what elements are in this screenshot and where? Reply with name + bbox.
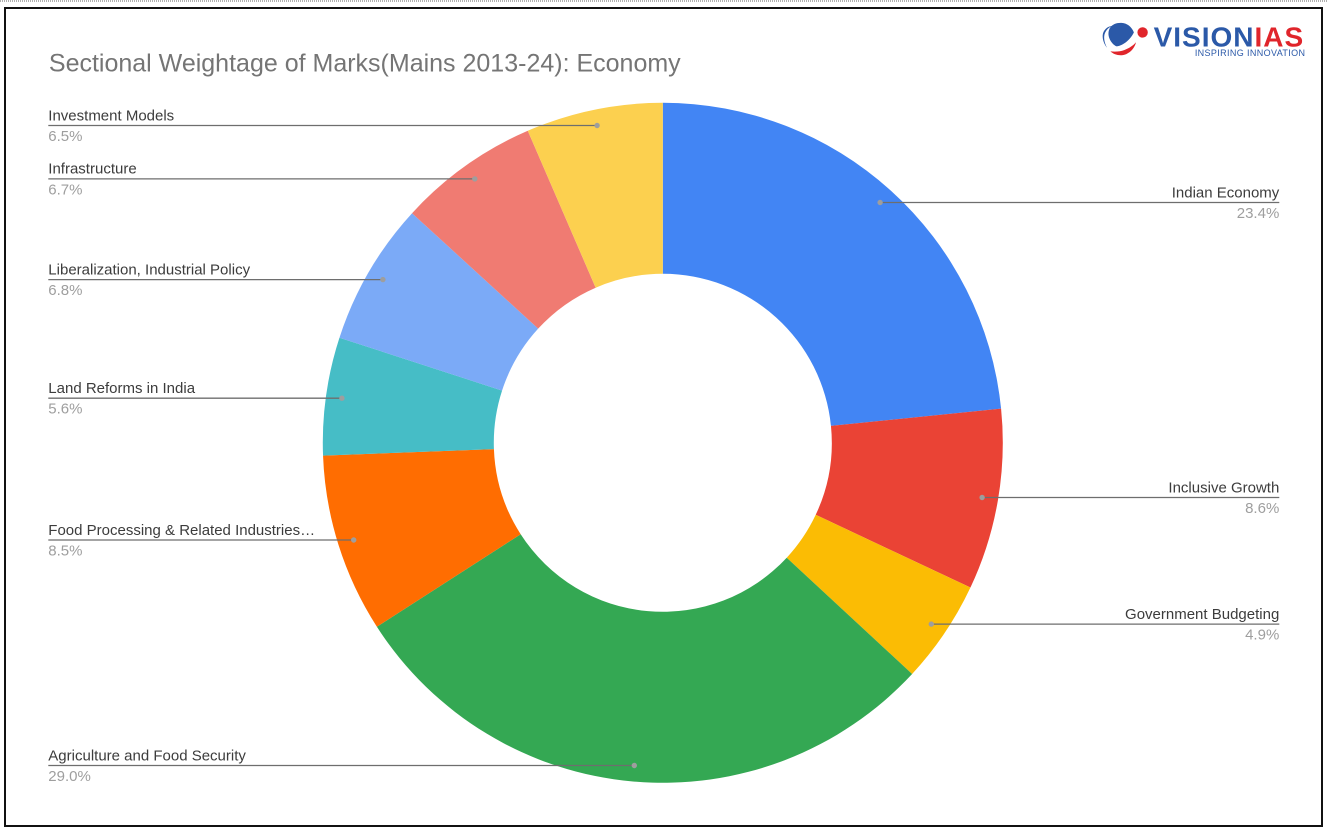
svg-text:Government Budgeting: Government Budgeting [1125,606,1279,623]
svg-text:Infrastructure: Infrastructure [48,161,136,178]
svg-text:23.4%: 23.4% [1237,205,1280,222]
svg-text:VISIONIAS: VISIONIAS [1154,21,1305,52]
svg-text:6.8%: 6.8% [48,282,82,299]
svg-text:Inclusive Growth: Inclusive Growth [1168,479,1279,496]
svg-text:Investment Models: Investment Models [48,107,174,124]
svg-text:Agriculture and Food Security: Agriculture and Food Security [48,747,246,764]
svg-text:6.5%: 6.5% [48,128,82,145]
svg-text:INSPIRING INNOVATION: INSPIRING INNOVATION [1195,48,1306,58]
svg-text:Land Reforms in India: Land Reforms in India [48,380,195,397]
svg-text:Indian Economy: Indian Economy [1172,184,1280,201]
svg-text:6.7%: 6.7% [48,181,82,198]
svg-text:Liberalization, Industrial Pol: Liberalization, Industrial Policy [48,261,250,278]
svg-text:5.6%: 5.6% [48,401,82,418]
svg-text:4.9%: 4.9% [1245,627,1279,644]
svg-text:Food Processing & Related Indu: Food Processing & Related Industries… [48,522,315,539]
svg-text:Sectional Weightage of Marks(M: Sectional Weightage of Marks(Mains 2013-… [49,49,681,77]
svg-text:29.0%: 29.0% [48,768,91,785]
svg-text:8.5%: 8.5% [48,542,82,559]
svg-text:8.6%: 8.6% [1245,500,1279,517]
